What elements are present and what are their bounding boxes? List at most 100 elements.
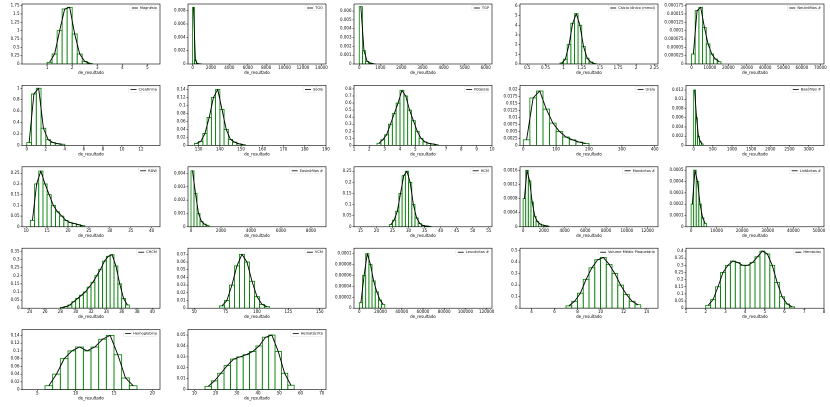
histogram-bar <box>55 211 61 227</box>
x-tick-label: 20 <box>65 228 71 233</box>
x-tick-label: 12 <box>138 146 144 151</box>
y-tick-label: 0 <box>183 305 186 310</box>
density-curve <box>568 256 639 307</box>
y-tick-label: 0.25 <box>11 170 20 175</box>
axes-frame <box>685 247 825 309</box>
y-tick-label: 0.008 <box>174 8 186 13</box>
histogram-bar <box>403 95 409 146</box>
histogram-bar <box>634 304 642 309</box>
histogram-bar <box>50 204 56 227</box>
y-tick-label: 0 <box>17 305 20 310</box>
legend: Eosinófilos # <box>289 167 323 174</box>
histogram-bar <box>358 6 363 64</box>
x-tick-label: 1 <box>685 309 688 314</box>
histogram-bar <box>522 139 531 146</box>
legend-box <box>455 249 489 256</box>
x-tick-label: 5 <box>414 146 417 151</box>
x-tick-label: 100000 <box>458 309 474 314</box>
histogram-bar <box>128 385 138 390</box>
histogram-bar <box>694 10 700 64</box>
axes-frame <box>187 247 327 309</box>
x-tick-label: 2000 <box>765 146 776 151</box>
axes-frame <box>187 85 327 146</box>
y-tick-label: 0.75 <box>11 36 20 41</box>
legend: Neutrófilos # <box>787 5 821 11</box>
y-tick-label: 0.02 <box>11 379 20 384</box>
legend-box <box>305 5 323 11</box>
y-tick-label: 0.00008 <box>335 262 352 267</box>
y-tick-label: 0.07 <box>177 251 186 256</box>
x-tick-label: 7 <box>803 309 806 314</box>
y-tick-label: 0.000075 <box>664 36 684 41</box>
subplot: 0 500 1000 1500 2000 2500 3000 0 0.002 0.004 0.006… <box>672 85 825 156</box>
y-tick-label: 1 <box>17 85 20 90</box>
histogram-bar <box>407 109 412 146</box>
y-tick-label: 0 <box>183 142 186 147</box>
density-curve <box>32 170 83 227</box>
y-tick-label: 0.25 <box>675 269 684 274</box>
plot-area <box>192 6 203 64</box>
x-tick-label: 0 <box>190 228 193 233</box>
legend-text: Uréia <box>646 87 655 91</box>
legend-text: Leucócitos # <box>466 250 489 254</box>
histogram-bar <box>571 300 578 309</box>
y-tick-label: 0.15 <box>675 284 684 289</box>
y-tick-label: 0.02 <box>177 290 186 295</box>
plot-area <box>29 170 86 227</box>
histogram-bar <box>255 345 263 390</box>
x-tick-label: 2000 <box>216 228 227 233</box>
x-axis-label: de_resultado <box>410 233 436 238</box>
x-tick-label: 55 <box>486 228 492 233</box>
histogram-bar <box>764 253 771 309</box>
x-tick-label: 6 <box>429 146 432 151</box>
y-tick-label: 0.00005 <box>667 44 684 49</box>
histogram-bar <box>754 256 761 309</box>
y-tick-label: 0.01 <box>509 114 518 119</box>
legend: Cálcio iônico (mmol) <box>608 5 656 11</box>
y-tick-label: 0 <box>183 387 186 392</box>
legend-box <box>136 249 157 256</box>
density-curve <box>378 89 437 146</box>
histogram-bar <box>79 294 84 309</box>
y-tick-label: 6 <box>515 3 518 8</box>
y-tick-label: 0.6 <box>345 100 352 105</box>
x-tick-label: 10 <box>192 391 198 396</box>
histogram-bar <box>40 127 47 146</box>
x-tick-label: 10000 <box>278 65 291 70</box>
y-tick-label: 0 <box>515 224 518 229</box>
x-axis-label: de_resultado <box>244 151 270 156</box>
legend: Magnésio <box>129 5 157 11</box>
legend: Sódio <box>302 86 323 93</box>
x-tick-label: 12 <box>621 309 627 314</box>
y-tick-label: 1.75 <box>11 3 20 8</box>
y-tick-label: 0 <box>349 224 352 229</box>
y-tick-label: 0.06 <box>11 363 20 368</box>
subplot: 0 10000 20000 30000 40000 50000 0 0.0001 0.0002 0… <box>670 166 826 238</box>
x-axis-label: de_resultado <box>78 233 104 238</box>
x-tick-label: 6000 <box>481 65 492 70</box>
legend: Linfócitos # <box>789 167 821 174</box>
x-tick-label: 1.25 <box>577 65 586 70</box>
subplot: 4 6 8 10 12 14 0 0.1 0.2 0.3 0.4 0.5 de_resultado Vol… <box>511 248 659 319</box>
y-tick-label: 0.003 <box>340 35 352 40</box>
histogram-bar <box>56 30 63 64</box>
x-tick-label: 2.25 <box>650 65 659 70</box>
x-tick-label: 12000 <box>297 65 310 70</box>
x-tick-label: 5000 <box>460 65 471 70</box>
x-tick-label: 200 <box>585 146 593 151</box>
axes-frame <box>353 166 493 228</box>
y-tick-label: 0.05 <box>11 213 20 218</box>
x-tick-label: 80000 <box>438 309 451 314</box>
x-tick-label: 180 <box>301 146 309 151</box>
x-tick-label: 50 <box>470 228 476 233</box>
legend-text: CHCM <box>146 250 157 254</box>
histogram-bar <box>691 53 696 64</box>
x-axis-label: de_resultado <box>244 233 270 238</box>
x-axis-label: de_resultado <box>78 396 104 401</box>
histogram-bar <box>31 93 37 146</box>
y-tick-label: 0.0025 <box>504 135 518 140</box>
legend: Volume Médio Plaquetário <box>597 249 655 256</box>
x-axis-label: de_resultado <box>576 314 602 319</box>
y-tick-label: 0.05 <box>177 267 186 272</box>
density-curve <box>691 169 706 224</box>
